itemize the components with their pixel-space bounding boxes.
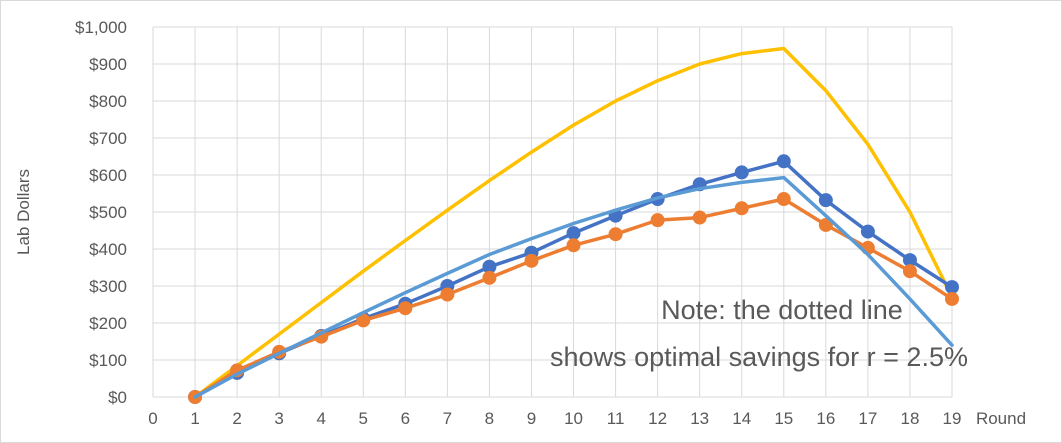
y-tick-label: $600 bbox=[89, 166, 127, 185]
x-tick-label: 7 bbox=[443, 409, 452, 428]
data-point bbox=[566, 238, 581, 253]
y-tick-label: $900 bbox=[89, 55, 127, 74]
y-tick-label: $500 bbox=[89, 203, 127, 222]
x-tick-label: 19 bbox=[943, 409, 962, 428]
x-tick-label: 12 bbox=[648, 409, 667, 428]
y-tick-label: $700 bbox=[89, 129, 127, 148]
x-tick-label: 0 bbox=[148, 409, 157, 428]
series-group bbox=[188, 46, 959, 404]
data-point bbox=[398, 301, 413, 316]
series-line-0 bbox=[193, 46, 954, 399]
x-tick-label: 8 bbox=[485, 409, 494, 428]
y-tick-label: $200 bbox=[89, 314, 127, 333]
data-point bbox=[608, 227, 623, 242]
data-point bbox=[776, 192, 791, 207]
x-tick-label: 4 bbox=[316, 409, 325, 428]
data-point bbox=[818, 217, 833, 232]
data-point bbox=[818, 193, 833, 208]
y-tick-label: $0 bbox=[108, 388, 127, 407]
data-point bbox=[734, 201, 749, 216]
data-point bbox=[566, 226, 581, 241]
data-point bbox=[356, 313, 371, 328]
x-tick-label: 3 bbox=[274, 409, 283, 428]
y-tick-label: $800 bbox=[89, 92, 127, 111]
x-tick-label: 10 bbox=[564, 409, 583, 428]
data-point bbox=[902, 264, 917, 279]
x-tick-label: 15 bbox=[774, 409, 793, 428]
x-tick-label: 17 bbox=[858, 409, 877, 428]
x-axis-ticks: 0 1 2 3 4 5 6 7 8 9 10 11 12 13 14 15 16 17 18 19 bbox=[148, 409, 961, 428]
y-axis-label: Lab Dollars bbox=[14, 169, 33, 255]
data-point bbox=[945, 291, 959, 306]
x-axis-label: Round bbox=[976, 409, 1026, 428]
y-axis-ticks: $0 $100 $200 $300 $400 $500 $600 $700 $800 $900 $1… bbox=[75, 18, 127, 407]
x-tick-label: 16 bbox=[816, 409, 835, 428]
x-tick-label: 14 bbox=[732, 409, 751, 428]
data-point bbox=[692, 210, 707, 225]
x-tick-label: 2 bbox=[232, 409, 241, 428]
annotation-line-1: Note: the dotted line bbox=[661, 295, 903, 325]
x-tick-label: 6 bbox=[401, 409, 410, 428]
data-point bbox=[482, 259, 497, 274]
x-tick-label: 9 bbox=[527, 409, 536, 428]
annotation-line-2: shows optimal savings for r = 2.5% bbox=[550, 342, 968, 372]
data-point bbox=[860, 224, 875, 239]
x-tick-label: 13 bbox=[690, 409, 709, 428]
y-tick-label: $1,000 bbox=[75, 18, 127, 37]
y-tick-label: $300 bbox=[89, 277, 127, 296]
x-tick-label: 5 bbox=[359, 409, 368, 428]
data-point bbox=[902, 253, 917, 268]
data-point bbox=[440, 287, 455, 302]
data-point bbox=[524, 253, 539, 268]
y-tick-label: $400 bbox=[89, 240, 127, 259]
series-line-3 bbox=[193, 175, 954, 399]
data-point bbox=[945, 280, 959, 295]
data-point bbox=[650, 213, 665, 228]
x-tick-label: 11 bbox=[607, 409, 625, 428]
data-point bbox=[482, 270, 497, 285]
x-tick-label: 18 bbox=[900, 409, 919, 428]
y-tick-label: $100 bbox=[89, 351, 127, 370]
x-tick-label: 1 bbox=[190, 409, 199, 428]
data-point bbox=[776, 154, 791, 169]
data-point bbox=[734, 165, 749, 180]
